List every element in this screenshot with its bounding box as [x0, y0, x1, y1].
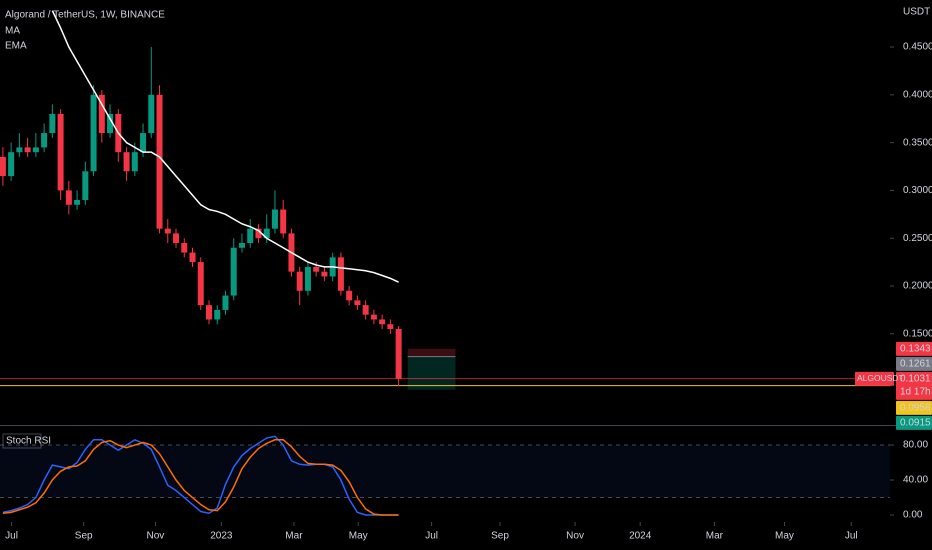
candle-body [123, 152, 130, 172]
position-stop-zone [407, 348, 456, 357]
candle-body [140, 133, 147, 153]
candle-body [280, 209, 287, 234]
candle-body [90, 94, 97, 172]
candle-body [49, 113, 56, 134]
x-tick-label: Jul [5, 531, 18, 542]
candle-body [362, 305, 369, 315]
symbol-label: ALGOUSDT [857, 373, 904, 383]
candle-body [205, 305, 212, 320]
candle-body [313, 266, 320, 272]
x-tick-label: Mar [285, 531, 303, 542]
candle-body [255, 228, 262, 239]
candle-body [24, 147, 31, 153]
candle-body [181, 242, 188, 253]
candle-body [131, 152, 138, 172]
indicator-title: Stoch RSI [6, 436, 51, 447]
candle-body [197, 262, 204, 306]
candle-body [57, 113, 64, 191]
candle-body [354, 300, 361, 306]
price-label-bg [896, 371, 932, 400]
x-tick-label: May [775, 531, 794, 542]
candle-body [395, 329, 402, 379]
candle-body [296, 271, 303, 291]
price-label: 0.0958 [900, 402, 931, 413]
y-tick-label: 0.3500 [903, 137, 932, 148]
candle-body [321, 271, 328, 277]
y-tick-label: 0.4000 [903, 89, 932, 100]
ma-line [51, 10, 399, 283]
position-target-zone [407, 356, 456, 390]
y-tick-label: 0.4500 [903, 42, 932, 53]
candle-body [148, 94, 155, 134]
candle-body [82, 171, 89, 200]
stoch-band [0, 445, 890, 498]
x-tick-label: May [349, 531, 368, 542]
y-tick-label: 0.2000 [903, 281, 932, 292]
price-label: 0.1261 [900, 358, 931, 369]
price-label: 0.1343 [900, 343, 931, 354]
candle-body [189, 252, 196, 263]
x-tick-label: Sep [491, 531, 509, 542]
candle-body [271, 209, 278, 229]
y-tick-label: 0.3000 [903, 185, 932, 196]
x-tick-label: Nov [566, 531, 584, 542]
price-label-bg [896, 400, 932, 415]
x-tick-label: Sep [75, 531, 93, 542]
x-tick-label: Jul [425, 531, 438, 542]
symbol-label-bg [855, 371, 894, 386]
candle-body [238, 242, 245, 248]
x-tick-label: 2023 [210, 531, 233, 542]
candle-body [32, 147, 39, 153]
y-tick-label: 80.00 [903, 440, 928, 451]
price-label: 0.0915 [900, 417, 931, 428]
candle-body [98, 94, 105, 134]
candle-body [164, 228, 171, 234]
candle-body [41, 133, 48, 148]
stoch-line [2, 435, 399, 516]
y-tick-label: 0.00 [903, 510, 923, 521]
candle-body [0, 156, 6, 177]
indicator-box [2, 433, 42, 449]
candle-body [222, 295, 229, 310]
indicator-label: EMA [5, 41, 27, 52]
chart-title: Algorand / TetherUS, 1W, BINANCE [5, 10, 165, 21]
candle-body [156, 94, 163, 229]
candle-body [214, 309, 221, 320]
y-tick-label: 0.2500 [903, 233, 932, 244]
candle-body [8, 152, 15, 177]
candle-body [65, 190, 72, 205]
candle-body [173, 233, 180, 243]
candle-body [379, 319, 386, 325]
price-label: 0.1031 [900, 373, 931, 384]
x-tick-label: 2024 [629, 531, 652, 542]
candle-body [74, 199, 81, 205]
candle-body [247, 228, 254, 243]
y-tick-label: 40.00 [903, 475, 928, 486]
candle-body [387, 324, 394, 330]
candle-body [263, 228, 270, 239]
candle-body [16, 147, 23, 153]
axis-unit: USDT [903, 7, 930, 18]
indicator-label: MA [5, 26, 20, 37]
candle-body [337, 257, 344, 291]
stoch-line [2, 439, 399, 516]
price-label-bg [896, 356, 932, 371]
candle-body [304, 266, 311, 291]
candle-body [107, 113, 114, 134]
x-tick-label: Jul [845, 531, 858, 542]
candle-body [370, 314, 377, 320]
y-tick-label: 0.1500 [903, 328, 932, 339]
candle-body [346, 290, 353, 301]
countdown-label: 1d 17h [900, 386, 931, 397]
price-label-bg [896, 341, 932, 356]
price-label-bg [896, 415, 932, 430]
x-tick-label: Nov [147, 531, 165, 542]
x-tick-label: Mar [706, 531, 724, 542]
candle-body [230, 247, 237, 296]
